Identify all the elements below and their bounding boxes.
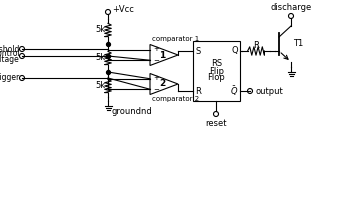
Text: threshold: threshold <box>0 44 20 53</box>
Bar <box>193 41 240 101</box>
Text: 2: 2 <box>160 79 166 88</box>
Text: RS: RS <box>211 60 222 69</box>
Text: Flop: Flop <box>208 74 225 83</box>
Text: groundnd: groundnd <box>112 106 153 115</box>
Text: output: output <box>255 87 283 95</box>
Text: trigger: trigger <box>0 74 20 83</box>
Text: +Vcc: +Vcc <box>112 5 134 14</box>
Text: Flip: Flip <box>209 67 224 76</box>
Text: $\bar{Q}$: $\bar{Q}$ <box>230 84 238 98</box>
Text: 1: 1 <box>160 51 166 60</box>
Text: discharge: discharge <box>270 4 312 12</box>
Text: 5k: 5k <box>95 25 105 35</box>
Text: 5k: 5k <box>95 81 105 90</box>
Text: voltage: voltage <box>0 55 20 65</box>
Text: 5k: 5k <box>95 53 105 62</box>
Text: +: + <box>153 75 159 81</box>
Text: Q: Q <box>231 46 238 55</box>
Text: R: R <box>195 87 201 95</box>
Text: comparator 1: comparator 1 <box>152 35 199 41</box>
Text: R: R <box>253 41 259 51</box>
Text: −: − <box>153 58 159 64</box>
Text: −: − <box>153 87 159 93</box>
Text: T1: T1 <box>293 39 303 48</box>
Text: S: S <box>195 46 200 55</box>
Text: comparator 2: comparator 2 <box>152 97 199 102</box>
Text: reset: reset <box>205 120 227 129</box>
Text: control: control <box>0 48 20 58</box>
Text: +: + <box>153 46 159 52</box>
